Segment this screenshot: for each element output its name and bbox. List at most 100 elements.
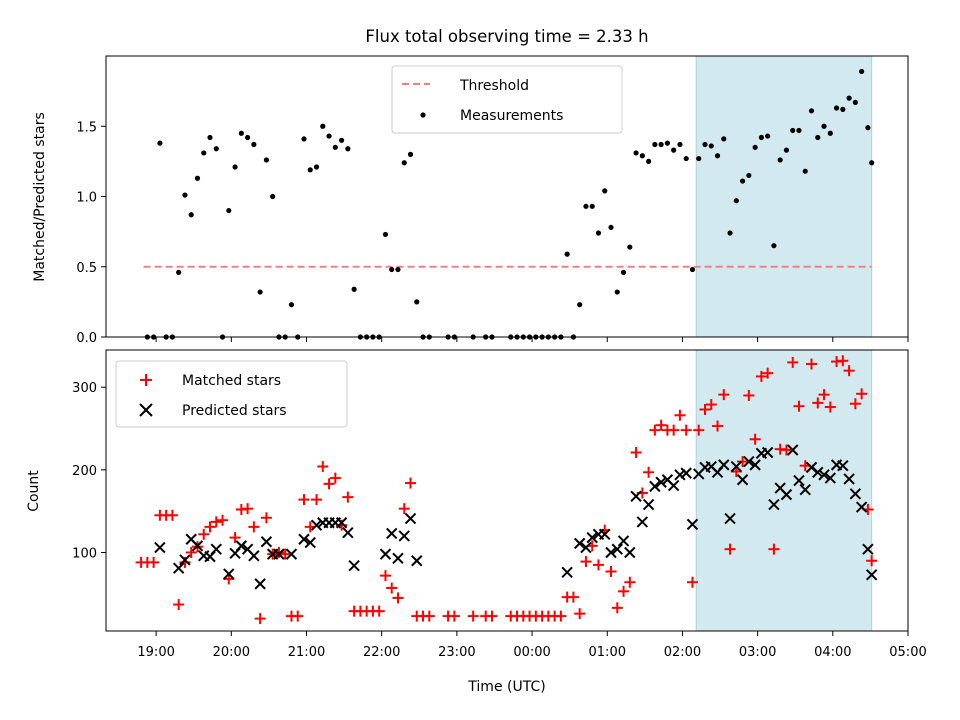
predicted-star-point — [680, 467, 692, 479]
predicted-star-point — [761, 446, 774, 459]
predicted-star-point — [172, 562, 185, 574]
predicted-star-point — [191, 540, 204, 552]
measurement-point — [182, 192, 188, 198]
matched-star-point — [643, 466, 655, 478]
matched-star-point — [806, 358, 818, 370]
highlight-span-rect — [695, 55, 873, 338]
measurement-point — [307, 167, 313, 173]
matched-star-point — [724, 543, 736, 555]
top-highlight-span — [695, 55, 873, 338]
predicted-star-point — [561, 566, 573, 579]
predicted-star-point — [617, 535, 630, 547]
bottom-legend-frame — [115, 360, 348, 428]
measurement-point — [414, 299, 420, 305]
predicted-star-point — [210, 543, 222, 555]
measurement-point — [614, 289, 620, 295]
predicted-star-point — [862, 543, 874, 555]
measurement-point — [263, 157, 269, 163]
matched-star-point — [467, 610, 479, 622]
matched-star-point — [204, 521, 216, 533]
matched-star-point — [649, 424, 661, 436]
matched-star-point — [818, 389, 830, 401]
predicted-star-point — [855, 501, 868, 513]
predicted-star-point — [793, 474, 805, 487]
predicted-star-point — [630, 490, 642, 502]
bottom-y-axis-ticks: 100 200 300 — [72, 381, 106, 561]
measurement-point — [671, 147, 677, 153]
predicted-star-point — [573, 537, 586, 550]
measurement-point — [608, 224, 614, 231]
predicted-star-point — [580, 541, 592, 554]
measurement-point — [869, 160, 875, 166]
measurement-point — [326, 133, 332, 139]
legend-predicted-swatch — [139, 403, 153, 417]
predicted-star-point — [248, 550, 260, 562]
measurement-point — [683, 155, 689, 162]
measurement-point — [746, 172, 752, 179]
matched-star-point — [217, 514, 229, 526]
matched-star-point — [668, 424, 680, 436]
predicted-star-point — [655, 476, 667, 488]
measurement-point — [765, 133, 771, 139]
predicted-star-point — [730, 460, 743, 473]
measurement-point — [583, 203, 589, 209]
matched-star-point — [398, 503, 410, 515]
measurement-point — [320, 123, 326, 129]
matched-star-point — [242, 503, 254, 515]
bottom-y-tick-label: 200 — [72, 464, 97, 479]
matched-star-point — [812, 397, 824, 409]
measurement-point — [815, 134, 821, 141]
measurement-point — [827, 130, 833, 136]
measurement-point — [852, 99, 858, 105]
matched-star-point — [837, 355, 849, 367]
measurement-point — [589, 203, 595, 209]
predicted-star-point — [379, 548, 392, 560]
bottom-x-tick-label: 00:00 — [513, 645, 550, 660]
legend-predicted-label: Predicted stars — [182, 403, 287, 419]
measurement-point — [345, 146, 351, 152]
measurement-point — [313, 164, 320, 170]
matched-star-point — [793, 400, 805, 412]
measurement-point — [802, 168, 808, 174]
matched-star-point — [705, 399, 717, 411]
measurement-point — [790, 127, 796, 134]
legend-measurements-label: Measurements — [460, 108, 563, 124]
top-y-tick-label: 0.0 — [76, 331, 97, 346]
predicted-star-point — [304, 536, 316, 549]
measurement-point — [633, 150, 639, 156]
bottom-x-tick-label: 20:00 — [213, 645, 250, 660]
predicted-star-point — [642, 498, 655, 511]
measurement-point — [664, 140, 671, 146]
top-y-tick-label: 0.5 — [76, 261, 97, 276]
matched-star-point — [292, 610, 304, 622]
matched-star-point — [148, 556, 160, 568]
measurement-point — [176, 269, 182, 275]
measurement-point — [251, 141, 257, 148]
matched-star-point — [323, 478, 335, 490]
bottom-y-axis-label: Count — [26, 470, 42, 512]
measurement-point — [689, 266, 696, 273]
matched-star-point — [486, 610, 498, 622]
measurement-point — [238, 130, 244, 136]
predicted-star-point — [787, 444, 799, 456]
bottom-panel: 100 200 300 19:00 20:00 21:00 22:00 23:00 00:00… — [26, 349, 927, 695]
top-legend: Threshold Measurements — [391, 65, 623, 134]
predicted-star-point — [298, 533, 310, 545]
predicted-star-point — [736, 474, 749, 486]
measurement-point — [207, 134, 213, 141]
bottom-y-tick-label: 100 — [72, 546, 97, 561]
measurement-point — [382, 231, 389, 238]
matched-star-point — [824, 401, 836, 413]
predicted-star-point — [649, 480, 661, 493]
measurement-point — [727, 230, 733, 236]
measurement-point — [257, 289, 263, 295]
predicted-star-point — [849, 488, 862, 500]
measurement-point — [401, 160, 407, 166]
measurement-point — [332, 144, 338, 150]
matched-star-point — [737, 456, 749, 468]
predicted-star-point — [273, 548, 285, 560]
matched-star-point — [311, 494, 323, 506]
predicted-stars-points — [154, 444, 878, 590]
matched-star-point — [787, 356, 799, 368]
measurement-point — [859, 68, 865, 75]
